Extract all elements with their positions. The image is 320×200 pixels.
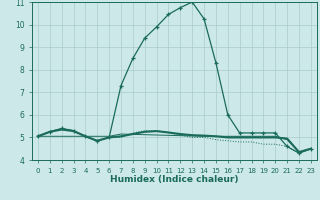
X-axis label: Humidex (Indice chaleur): Humidex (Indice chaleur): [110, 175, 239, 184]
